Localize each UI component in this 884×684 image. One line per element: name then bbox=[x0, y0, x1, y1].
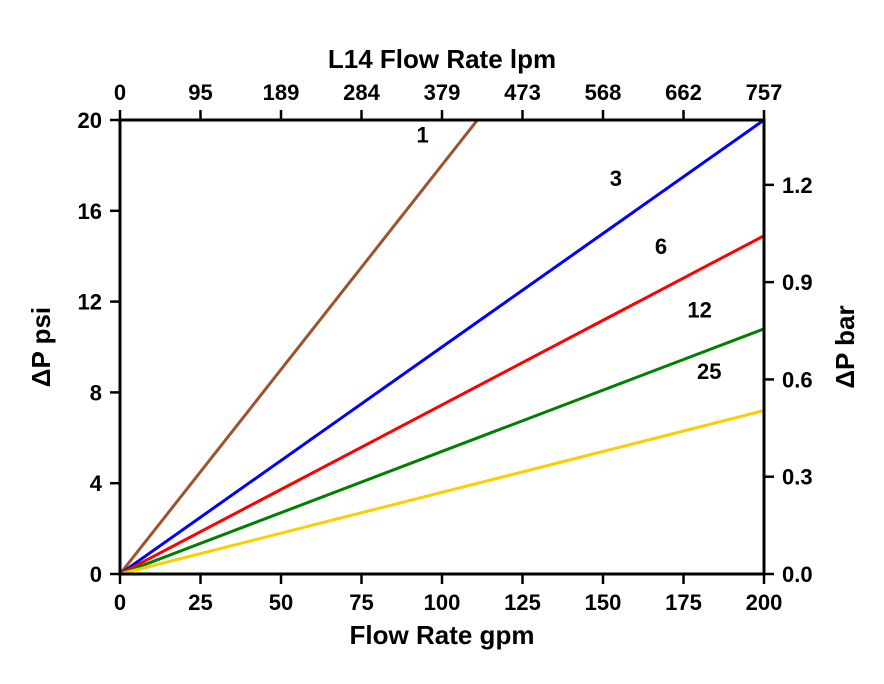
y-right-title: ΔP bar bbox=[830, 305, 860, 388]
y-right-tick-label: 1.2 bbox=[782, 173, 813, 198]
series-label-12: 12 bbox=[687, 297, 711, 322]
x-top-tick-label: 95 bbox=[188, 80, 212, 105]
x-bottom-tick-label: 125 bbox=[504, 590, 541, 615]
y-right-tick-label: 0.0 bbox=[782, 562, 813, 587]
x-bottom-tick-label: 0 bbox=[114, 590, 126, 615]
x-bottom-tick-label: 50 bbox=[269, 590, 293, 615]
y-left-tick-label: 16 bbox=[78, 199, 102, 224]
x-bottom-title: Flow Rate gpm bbox=[350, 620, 535, 650]
series-label-1: 1 bbox=[417, 123, 429, 148]
y-right-tick-label: 0.3 bbox=[782, 465, 813, 490]
y-left-tick-label: 0 bbox=[90, 562, 102, 587]
x-bottom-tick-label: 25 bbox=[188, 590, 212, 615]
chart-svg: 0255075100125150175200Flow Rate gpm09518… bbox=[0, 0, 884, 684]
x-bottom-tick-label: 100 bbox=[424, 590, 461, 615]
y-left-tick-label: 4 bbox=[90, 471, 103, 496]
x-top-tick-label: 662 bbox=[665, 80, 702, 105]
x-top-title: L14 Flow Rate lpm bbox=[328, 44, 556, 74]
chart-container: 0255075100125150175200Flow Rate gpm09518… bbox=[0, 0, 884, 684]
x-bottom-tick-label: 175 bbox=[665, 590, 702, 615]
x-top-tick-label: 0 bbox=[114, 80, 126, 105]
x-top-tick-label: 284 bbox=[343, 80, 380, 105]
x-top-tick-label: 757 bbox=[746, 80, 783, 105]
series-label-6: 6 bbox=[655, 234, 667, 259]
y-right-tick-label: 0.9 bbox=[782, 270, 813, 295]
y-left-tick-label: 20 bbox=[78, 108, 102, 133]
x-top-tick-label: 473 bbox=[504, 80, 541, 105]
y-left-title: ΔP psi bbox=[26, 307, 56, 387]
x-bottom-tick-label: 75 bbox=[349, 590, 373, 615]
series-label-3: 3 bbox=[610, 166, 622, 191]
x-bottom-tick-label: 200 bbox=[746, 590, 783, 615]
x-top-tick-label: 379 bbox=[424, 80, 461, 105]
x-top-tick-label: 189 bbox=[263, 80, 300, 105]
series-label-25: 25 bbox=[697, 359, 721, 384]
y-right-tick-label: 0.6 bbox=[782, 367, 813, 392]
x-bottom-tick-label: 150 bbox=[585, 590, 622, 615]
x-top-tick-label: 568 bbox=[585, 80, 622, 105]
y-left-tick-label: 12 bbox=[78, 290, 102, 315]
y-left-tick-label: 8 bbox=[90, 380, 102, 405]
